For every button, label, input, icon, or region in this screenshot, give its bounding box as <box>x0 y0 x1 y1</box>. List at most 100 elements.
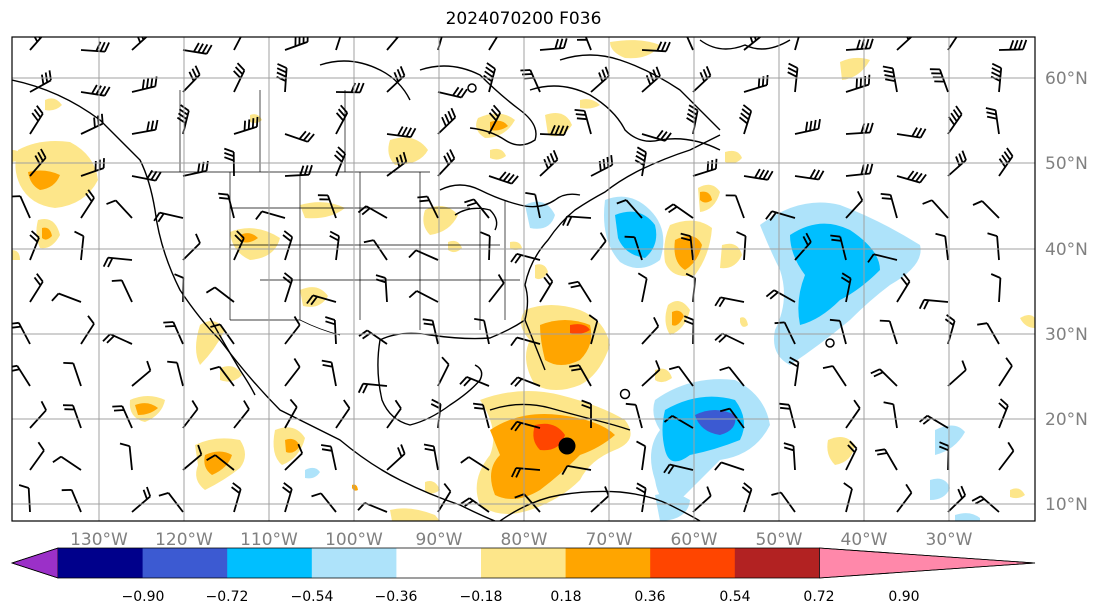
lon-label: 130°W <box>70 530 128 550</box>
colorbar-extend-left <box>10 547 59 579</box>
colorbar-segment <box>311 548 397 578</box>
wind-barb <box>774 321 796 345</box>
wind-barb <box>539 273 554 303</box>
wind-barb <box>896 170 927 184</box>
wind-barb <box>985 107 1000 135</box>
colorbar-extend-right <box>819 547 1036 579</box>
wind-barb <box>182 42 213 55</box>
colorbar-segment <box>734 548 820 578</box>
wind-barb <box>131 360 152 387</box>
wind-barb <box>284 164 313 177</box>
wind-barb <box>80 113 104 135</box>
wind-barb <box>947 150 967 177</box>
wind-barb <box>375 274 388 303</box>
wind-barb <box>51 292 82 303</box>
wind-barb <box>616 199 643 219</box>
wind-barb <box>637 272 648 303</box>
wind-barb <box>845 122 874 135</box>
wind-barb <box>464 198 490 219</box>
wind-barb <box>12 195 31 219</box>
colorbar-tick-label: 0.72 <box>803 589 834 605</box>
wind-barb <box>922 199 949 219</box>
wind-barb <box>625 402 643 429</box>
wind-barb <box>131 169 162 182</box>
wind-barb <box>206 454 235 471</box>
wind-barb <box>562 215 592 227</box>
colorbar-tick-label: 0.18 <box>550 589 581 605</box>
wind-barb <box>896 273 911 303</box>
wind-barb <box>539 149 559 177</box>
wind-barb <box>998 357 1013 387</box>
wind-barb <box>386 444 406 471</box>
lat-label: 50°N <box>1045 154 1088 174</box>
wind-barb <box>437 107 457 135</box>
wind-barb <box>472 402 490 429</box>
wind-barb <box>357 205 388 219</box>
wind-barb <box>794 169 825 181</box>
wind-barb <box>845 399 861 429</box>
colorbar-segment <box>481 548 567 578</box>
wind-barb <box>119 442 133 471</box>
wind-barb <box>867 253 898 263</box>
wind-barb <box>284 358 301 387</box>
wind-barb <box>680 232 694 261</box>
wind-barb <box>510 253 541 264</box>
wind-barb <box>363 239 388 261</box>
colorbar <box>10 547 1036 579</box>
wind-barb <box>63 362 82 387</box>
lon-label: 70°W <box>586 530 633 550</box>
colorbar-tick-label: −0.54 <box>291 589 334 605</box>
wind-barb <box>576 37 592 51</box>
colorbar-tick-label: −0.90 <box>122 589 165 605</box>
wind-barb <box>998 441 1015 471</box>
wind-barb <box>311 492 337 513</box>
storm-center-marker <box>558 437 576 455</box>
wind-barb <box>29 441 45 471</box>
colorbar-tick-labels: −0.90 −0.72 −0.54 −0.36 −0.18 0.18 0.36 … <box>122 589 920 605</box>
wind-barb <box>714 296 745 308</box>
wind-barb <box>284 398 298 429</box>
colorbar-segment <box>650 548 736 578</box>
wind-barb <box>590 155 614 177</box>
wind-barb <box>335 399 351 429</box>
wind-barb <box>182 233 201 261</box>
colorbar-tick-label: −0.18 <box>460 589 503 605</box>
wind-barb <box>668 365 694 387</box>
lon-label: 50°W <box>756 530 803 550</box>
wind-barb <box>153 211 184 223</box>
colorbar-segment <box>396 548 482 578</box>
colorbar-tick-label: 0.36 <box>634 589 665 605</box>
wind-barb <box>918 298 949 310</box>
lon-label: 60°W <box>671 530 718 550</box>
wind-barb <box>539 124 569 136</box>
wind-barb <box>719 366 745 387</box>
shaded-regions <box>12 40 1035 521</box>
wind-barb <box>233 37 242 51</box>
wind-barb <box>692 158 718 177</box>
wind-barb <box>386 399 402 429</box>
map-title: 2024070200 F036 <box>445 9 602 29</box>
map-frame <box>11 36 1036 522</box>
wind-barb <box>80 41 110 53</box>
wind-barb <box>218 192 235 219</box>
wind-barb <box>284 37 309 51</box>
wind-barb <box>574 109 592 135</box>
lat-label: 60°N <box>1045 69 1088 89</box>
wind-barb <box>636 440 647 471</box>
circle-markers <box>467 83 835 400</box>
longitude-labels: 130°W 120°W 110°W 100°W 90°W 80°W 70°W 6… <box>70 530 973 550</box>
lat-label: 20°N <box>1045 410 1088 430</box>
wind-barb <box>641 360 661 387</box>
wind-barb <box>437 37 443 51</box>
wind-barb <box>641 66 661 93</box>
wind-barb <box>488 171 519 185</box>
wind-barb <box>743 74 769 93</box>
wind-barb <box>255 210 286 220</box>
wind-barb <box>158 492 184 513</box>
wind-barb <box>692 66 712 93</box>
wind-barb <box>459 376 490 387</box>
wind-barb <box>947 105 963 135</box>
wind-barb <box>335 82 365 94</box>
wind-barb <box>61 489 82 513</box>
lat-label: 10°N <box>1045 495 1088 515</box>
